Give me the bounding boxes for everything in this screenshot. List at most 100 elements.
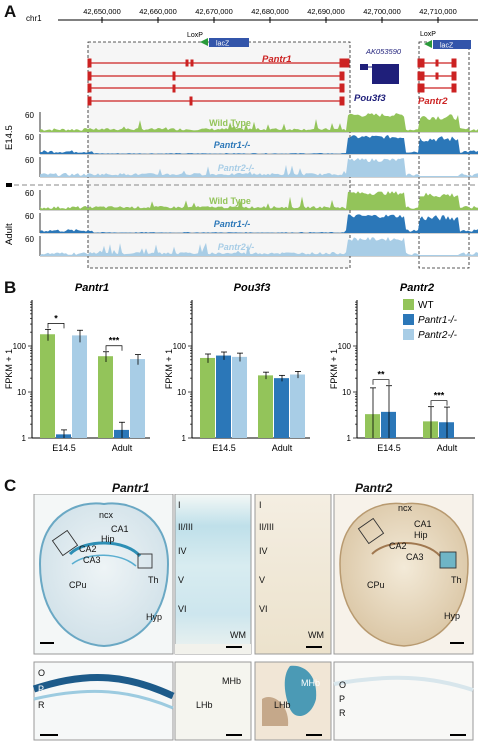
brain-label-ca1: CA1	[111, 524, 129, 534]
legend-label: Pantr2-/-	[418, 330, 458, 341]
loxp-label-2: LoxP	[420, 31, 436, 38]
group-label: Adult	[437, 443, 458, 453]
pantr2-hip-p: P	[339, 694, 346, 704]
pantr2-section-title: Pantr2	[355, 481, 393, 495]
lacz-label-1: lacZ	[216, 41, 230, 48]
group-label: Adult	[272, 443, 293, 453]
pantr2-mhb: MHb	[301, 678, 321, 688]
coverage-area	[40, 135, 478, 154]
y-tick-label: 100	[338, 342, 352, 351]
track-ymax: 60	[25, 133, 34, 142]
brain2-label-ca1: CA1	[414, 519, 432, 529]
bar	[381, 411, 396, 438]
chart-title: Pou3f3	[234, 282, 271, 294]
bar-chart-pou3f3: Pou3f3 1 10 100 E14.5 Adult FPKM + 1	[164, 282, 310, 453]
y-axis-label: FPKM + 1	[329, 349, 339, 389]
pantr2-wm: WM	[308, 630, 324, 640]
bar	[114, 429, 129, 438]
y-tick-label: 10	[17, 388, 26, 397]
legend-swatch	[403, 329, 414, 340]
y-tick-label: 10	[342, 388, 351, 397]
panel-a-genome-browser: chr1 42,650,000 42,660,000 42,670,000 42,68…	[4, 7, 478, 269]
y-tick-label: 100	[173, 342, 187, 351]
panel-b-label: B	[4, 278, 17, 297]
y-tick-label: 1	[22, 434, 27, 443]
y-tick-label: 10	[177, 388, 186, 397]
y-tick-label: 1	[182, 434, 187, 443]
brain-label-cpu: CPu	[69, 580, 87, 590]
pantr2-lhb: LHb	[274, 700, 291, 710]
pantr1-mhb: MHb	[222, 676, 242, 686]
track-ymax: 60	[25, 156, 34, 165]
bar	[98, 356, 113, 438]
group-label: E14.5	[377, 443, 401, 453]
pantr2-layer-iiiii: II/III	[259, 522, 275, 532]
brain-label-th: Th	[148, 575, 159, 585]
pantr1-transcripts	[87, 58, 350, 106]
bar	[200, 357, 215, 438]
pantr1-section-title: Pantr1	[112, 481, 150, 495]
pantr1-layer-iiiii: II/III	[178, 522, 194, 532]
brain-label-ncx: ncx	[99, 510, 114, 520]
legend-swatch	[403, 299, 414, 310]
legend-label: WT	[418, 300, 434, 311]
panel-c-label: C	[4, 476, 17, 495]
pantr1-hip-r: R	[38, 700, 45, 710]
ruler-tick-label: 42,650,000	[83, 7, 121, 16]
stage-label-e14: E14.5	[4, 125, 15, 150]
bar	[216, 355, 231, 438]
pantr2-gene-label: Pantr2	[418, 96, 448, 107]
pantr1-gene-label: Pantr1	[262, 54, 292, 65]
pantr1-hip-o: O	[38, 668, 46, 678]
ruler-tick-label: 42,690,000	[307, 7, 345, 16]
pantr2-brain-section	[339, 502, 469, 647]
ruler-tick-label: 42,660,000	[139, 7, 177, 16]
legend-swatch	[403, 314, 414, 325]
pantr2-hip-o: O	[339, 680, 347, 690]
bar	[423, 421, 438, 438]
pou3f3-gene-box	[372, 64, 399, 84]
brain2-label-ncx: ncx	[398, 503, 413, 513]
track-label: Pantr1-/-	[214, 219, 251, 229]
lacz-label-2: lacZ	[440, 43, 454, 50]
panel-c-histology	[32, 494, 474, 741]
bar	[365, 414, 380, 438]
loxp-marker-2	[424, 40, 432, 48]
chrom-label: chr1	[26, 14, 42, 23]
pantr2-layer-iv: IV	[259, 546, 268, 556]
pantr1-wm: WM	[230, 630, 246, 640]
ruler-tick-label: 42,710,000	[419, 7, 457, 16]
brain2-label-cpu: CPu	[367, 580, 385, 590]
pantr1-layer-vi: VI	[178, 604, 187, 614]
brain2-label-hip: Hip	[414, 530, 428, 540]
brain2-label-ca3: CA3	[406, 552, 424, 562]
coverage-area	[40, 158, 478, 177]
track-ymax: 60	[25, 212, 34, 221]
chart-title: Pantr2	[400, 282, 434, 294]
pantr1-hip-p: P	[38, 684, 45, 694]
pou3f3-gene-label: Pou3f3	[354, 93, 386, 104]
stage-label-adult: Adult	[4, 223, 15, 245]
lacz-box-1	[209, 38, 249, 47]
pantr2-hip-r: R	[339, 708, 346, 718]
track-label: Wild Type	[209, 118, 251, 128]
y-axis-label: FPKM + 1	[164, 349, 174, 389]
significance-label: *	[54, 313, 58, 323]
coverage-tracks: 60 Wild Type 60 Pantr1-/- 60 Pantr2-/- 60 Wild …	[25, 111, 478, 257]
brain-label-hyp: Hyp	[146, 612, 163, 622]
chart-legend: WT Pantr1-/- Pantr2-/-	[403, 299, 458, 341]
bar	[130, 359, 145, 438]
bar	[72, 335, 87, 438]
y-tick-label: 1	[347, 434, 352, 443]
ruler-tick-label: 42,700,000	[363, 7, 401, 16]
bar	[258, 375, 273, 438]
ruler-tick-label: 42,670,000	[195, 7, 233, 16]
pantr2-mhb-stain	[284, 665, 317, 717]
track-label: Pantr2-/-	[218, 163, 255, 173]
pantr1-lhb: LHb	[196, 700, 213, 710]
track-label: Pantr2-/-	[218, 242, 255, 252]
